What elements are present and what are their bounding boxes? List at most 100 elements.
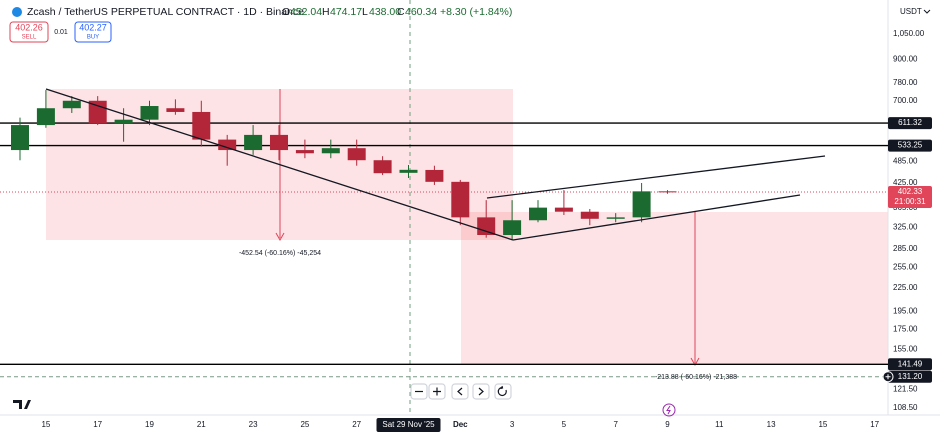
x-tick-label: 25 [300,420,309,429]
price-tag [888,139,932,152]
sell-label: SELL [22,35,37,41]
sell-price: 402.26 [15,22,43,32]
buy-label: BUY [87,35,99,41]
icon [478,387,484,396]
trend-line[interactable] [45,88,514,241]
symbol-icon [12,7,22,17]
y-tick-label: 700.00 [893,96,918,105]
y-tick-label: 485.00 [893,156,918,165]
candle-body [606,217,625,219]
measure-arrowhead [690,357,700,367]
x-tick-label: Dec [453,420,468,429]
legend-key: O [282,6,290,18]
tv-logo[interactable] [13,400,31,409]
legend-value: 452.04 [290,6,322,18]
y-tick-label: 121.50 [893,384,918,393]
marks [0,90,888,378]
y-tick-label: 255.00 [893,262,918,271]
x-tick-label: 11 [715,420,724,429]
candle-body [140,106,159,120]
candle-body [11,125,29,151]
price-tag-label: 141.49 [898,359,923,368]
dropdown-icon [923,9,931,14]
chart-title[interactable]: Zcash / TetherUS PERPETUAL CONTRACT · 1D… [27,6,304,18]
price-tag [888,117,932,130]
y-tick-label: 195.00 [893,307,918,316]
scroll-right[interactable] [472,383,490,400]
candle-body [580,211,599,219]
legend-value: 438.00 [369,6,401,18]
sell-button[interactable] [9,21,49,43]
measure-box [461,212,888,365]
candle-body [451,181,470,218]
candle-body [658,191,677,193]
candle-body [88,100,107,124]
candle-body [321,148,340,154]
candle-body [373,160,392,174]
x-tick-label: 13 [767,420,776,429]
x-tick-label: 5 [562,420,567,429]
x-tick-label: 17 [93,420,102,429]
y-tick-label: 425.00 [893,178,918,187]
reset[interactable] [494,383,512,400]
countdown: 21:00:31 [894,197,926,206]
y-tick-label: 780.00 [893,78,918,87]
x-tick-label: 3 [510,420,515,429]
price-tag-label: 131.20 [898,372,923,381]
quantity[interactable]: 0.01 [54,29,68,36]
trend-line[interactable] [512,194,801,241]
y-tick-label: 155.00 [893,344,918,353]
currency-selector[interactable]: USDT [900,7,922,16]
price-tag [888,370,932,383]
crosshair-label-bg [376,418,441,432]
candle-body [244,134,263,151]
x-tick-label: Sat 29 Nov '25 [382,420,435,429]
y-tick-label: 1,050.00 [893,29,925,38]
y-tick-label: 285.00 [893,244,918,253]
legend-key: H [322,6,330,18]
measure-label: -213.88 (-60.16%) -21,388 [655,374,737,381]
x-tick-label: 23 [249,420,258,429]
scroll-left[interactable] [451,383,469,400]
plus-icon [885,374,891,380]
x-tick-label: 19 [145,420,154,429]
x-tick-label: 15 [41,420,50,429]
trend-line[interactable] [486,155,826,199]
icon [433,387,441,396]
legend-key: C [397,6,405,18]
candle-body [632,191,651,218]
measure-arrowhead [275,232,285,242]
candle-body [425,169,444,182]
price-tag [888,358,932,371]
candle-body [529,207,547,221]
x-tick-label: 27 [352,420,361,429]
candle-body [347,148,366,161]
last-price-tag [888,186,932,209]
last-price-label: 402.33 [898,187,923,196]
price-tag-label: 611.32 [898,118,922,127]
event-icon[interactable] [662,403,676,417]
x-tick-label: 17 [870,420,879,429]
y-tick-label: 175.00 [893,324,918,333]
legend-key: L [362,6,368,18]
y-tick-label: 108.50 [893,403,918,412]
event-bolt [666,405,671,415]
candle-body [477,217,496,235]
price-tag-label: 533.25 [898,141,923,150]
x-tick-label: 21 [197,420,206,429]
candle-body [503,220,522,235]
legend-value: 460.34 [405,6,437,18]
buy-price: 402.27 [79,22,107,32]
candle-body [62,100,81,109]
candle-body [270,134,288,151]
icon [457,387,463,396]
buy-button[interactable] [74,21,112,43]
candle-body [36,108,55,126]
candle-body [554,207,573,212]
y-tick-label: 325.00 [893,222,918,231]
candle-body [192,111,211,140]
candle-body [399,169,418,173]
legend-value: 474.17 [330,6,362,18]
